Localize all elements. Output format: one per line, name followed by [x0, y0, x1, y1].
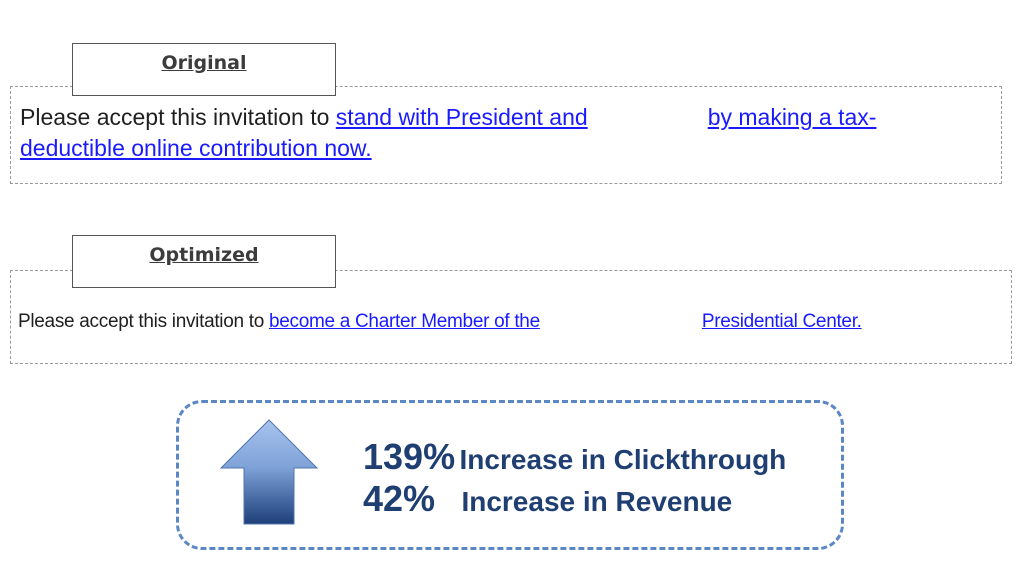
- clickthrough-value: 139%: [363, 436, 456, 477]
- results-box: [176, 400, 844, 550]
- optimized-link-part2[interactable]: Presidential Center.: [701, 311, 862, 332]
- original-panel: [10, 86, 1002, 184]
- clickthrough-metric: 139% Increase in Clickthrough: [363, 436, 786, 478]
- original-message-line2: deductible online contribution now.: [20, 135, 372, 162]
- original-link-line2[interactable]: deductible online contribution now.: [20, 135, 372, 161]
- original-link-part2[interactable]: by making a tax-: [707, 104, 877, 130]
- optimized-link-part1[interactable]: become a Charter Member of the: [268, 311, 540, 332]
- optimized-message: Please accept this invitation to become …: [18, 311, 862, 333]
- original-message-line1: Please accept this invitation to stand w…: [20, 104, 876, 131]
- up-arrow-icon: [219, 419, 319, 525]
- revenue-metric: 42% Increase in Revenue: [363, 478, 732, 520]
- original-label: Original: [72, 43, 336, 96]
- original-link-part1[interactable]: stand with President and: [335, 104, 588, 130]
- optimized-label: Optimized: [72, 235, 336, 288]
- optimized-text: Please accept this invitation to: [18, 311, 269, 332]
- original-text: Please accept this invitation to: [20, 104, 336, 130]
- revenue-label: Increase in Revenue: [461, 486, 733, 517]
- clickthrough-label: Increase in Clickthrough: [459, 444, 787, 475]
- revenue-value: 42%: [363, 478, 436, 519]
